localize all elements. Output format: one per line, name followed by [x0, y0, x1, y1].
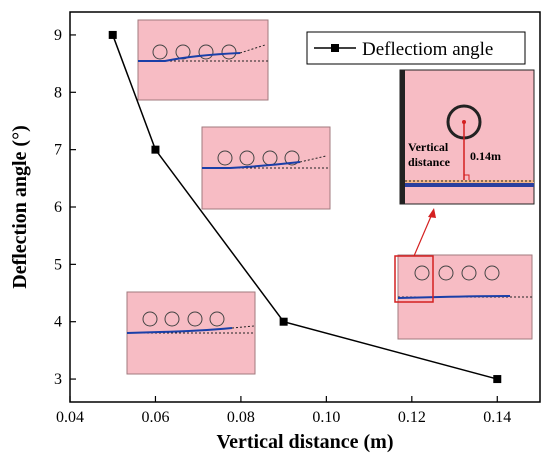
inset-image-4: [394, 254, 533, 340]
legend-marker: [331, 44, 339, 52]
x-tick-label: 0.12: [398, 409, 426, 426]
y-tick-label: 3: [54, 371, 62, 388]
inset-distance-value: 0.14m: [470, 149, 501, 163]
y-tick-label: 7: [54, 142, 62, 159]
y-tick-label: 6: [54, 199, 62, 216]
legend-label: Deflectiom angle: [362, 39, 493, 60]
x-axis: 0.04 0.06 0.08 0.10 0.12 0.14: [56, 396, 511, 426]
y-tick-label: 4: [54, 314, 62, 331]
inset-image-1: [137, 19, 269, 101]
inset-vertical-label-2: distance: [408, 155, 451, 169]
zoom-inset: Vertical distance 0.14m: [399, 69, 535, 205]
x-tick-label: 0.06: [141, 409, 169, 426]
legend: Deflectiom angle: [306, 31, 526, 65]
y-axis-title: Deflection angle (°): [9, 125, 31, 289]
series-markers: [108, 30, 502, 384]
inset-image-2: [201, 126, 331, 210]
x-tick-label: 0.10: [312, 409, 340, 426]
inset-vertical-label-1: Vertical: [408, 140, 449, 154]
inset-image-3: [126, 291, 256, 375]
y-tick-label: 8: [54, 84, 62, 101]
x-axis-title: Vertical distance (m): [217, 431, 394, 453]
data-point-marker: [108, 30, 117, 39]
x-tick-label: 0.08: [227, 409, 255, 426]
series-line: [112, 34, 498, 380]
y-tick-label: 5: [54, 256, 62, 273]
zoom-arrow: [413, 208, 436, 257]
y-axis: 3 4 5 6 7 8 9: [54, 27, 76, 388]
x-tick-label: 0.14: [483, 409, 511, 426]
x-tick-label: 0.04: [56, 409, 84, 426]
data-point-marker: [493, 375, 502, 384]
data-point-marker: [279, 317, 288, 326]
y-tick-label: 9: [54, 27, 62, 44]
data-point-marker: [151, 145, 160, 154]
